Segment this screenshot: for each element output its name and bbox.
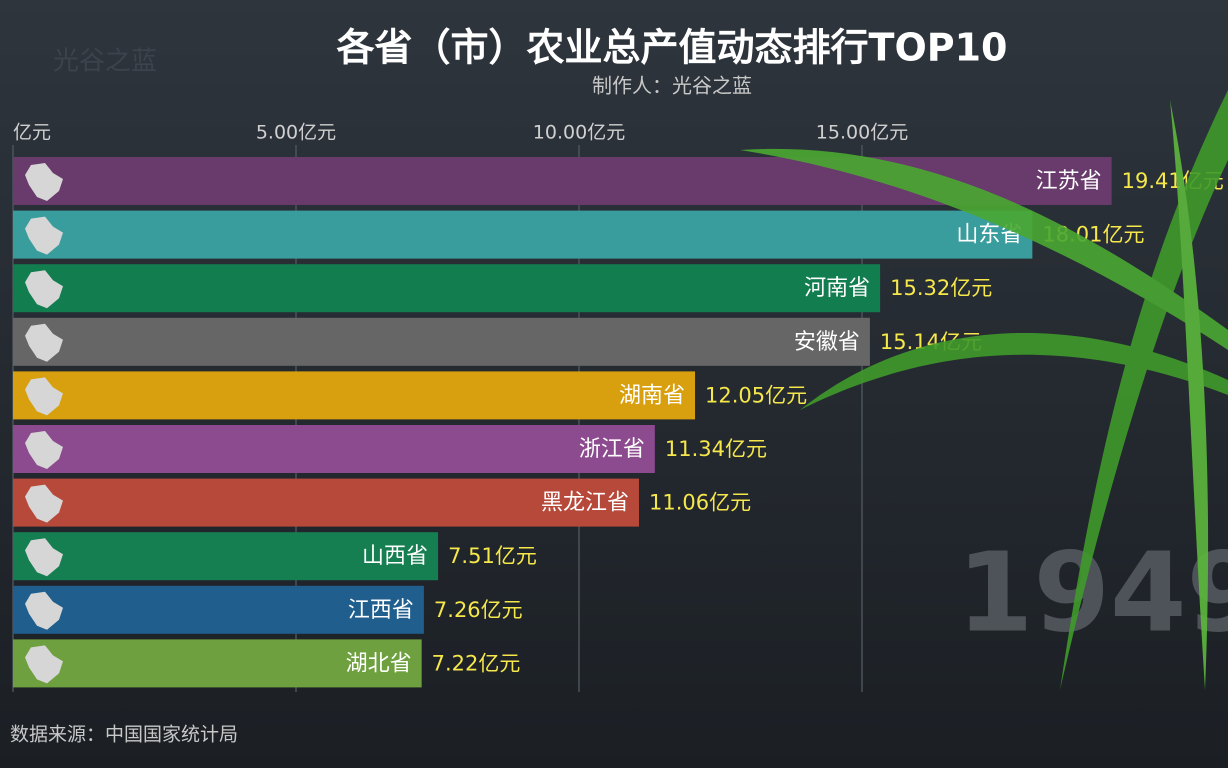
x-tick-label: 15.00亿元: [816, 122, 908, 144]
bar: [13, 264, 881, 313]
map-icon: [25, 538, 63, 577]
decoration: [740, 90, 1228, 690]
bar: [13, 478, 639, 527]
value-label: 15.32亿元: [890, 276, 992, 300]
source: 数据来源：中国国家统计局: [10, 724, 238, 746]
value-label: 7.22亿元: [432, 651, 521, 675]
bar-label: 安徽省: [794, 330, 860, 355]
map-icon: [25, 270, 63, 309]
map-icon: [25, 216, 63, 255]
subtitle: 制作人：光谷之蓝: [592, 74, 752, 98]
bar-label: 湖南省: [619, 383, 685, 408]
value-label: 7.26亿元: [434, 598, 523, 622]
bar: [13, 585, 424, 634]
map-icon: [25, 645, 63, 684]
bar: [13, 371, 696, 420]
bar: [13, 210, 1033, 259]
bar-label: 浙江省: [579, 437, 645, 462]
value-label: 7.51亿元: [448, 544, 537, 568]
bar-label: 山西省: [362, 544, 428, 569]
value-label: 11.06亿元: [649, 491, 751, 515]
bar: [13, 425, 655, 473]
map-icon: [25, 163, 63, 201]
bar: [13, 317, 870, 366]
bar: [13, 532, 439, 581]
bar-label: 河南省: [804, 276, 870, 301]
map-icon: [25, 591, 63, 630]
bar-label: 黑龙江省: [541, 491, 629, 516]
bar-label: 湖北省: [346, 651, 412, 676]
chart-title: 各省（市）农业总产值动态排行TOP10: [337, 26, 1008, 70]
bar: [13, 639, 422, 688]
map-icon: [25, 431, 63, 469]
bar-label: 江苏省: [1036, 169, 1102, 194]
x-tick-label: 5.00亿元: [256, 122, 336, 144]
watermark: 光谷之蓝: [53, 47, 157, 77]
map-icon: [25, 484, 63, 523]
map-icon: [25, 377, 63, 416]
map-icon: [25, 323, 63, 362]
x-tick-label: 亿元: [13, 122, 51, 144]
x-tick-label: 10.00亿元: [533, 122, 625, 144]
value-label: 12.05亿元: [705, 383, 807, 407]
value-label: 11.34亿元: [665, 437, 767, 461]
bar-label: 江西省: [348, 598, 414, 623]
